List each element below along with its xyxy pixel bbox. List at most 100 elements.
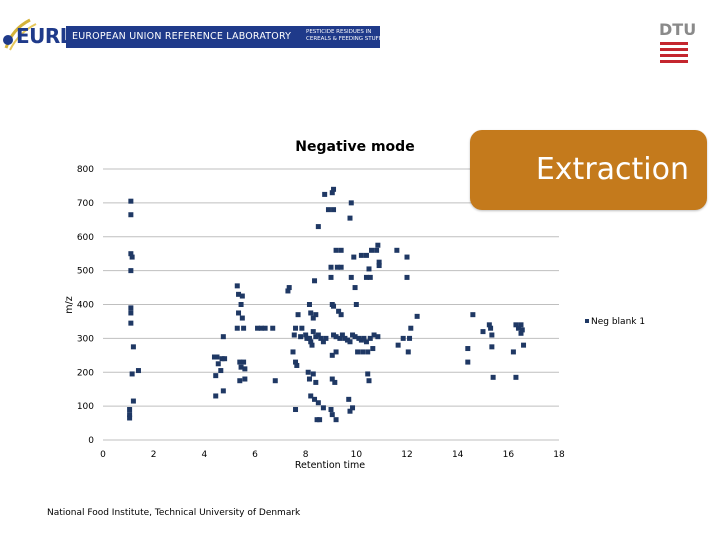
data-point: [358, 337, 364, 343]
banner-subtitle: PESTICIDE RESIDUES IN CEREALS & FEEDING …: [306, 29, 382, 43]
data-point: [518, 322, 524, 328]
data-point: [350, 405, 356, 411]
data-point: [128, 198, 134, 204]
data-point: [303, 332, 309, 338]
data-point: [317, 417, 323, 423]
data-point: [258, 325, 264, 331]
data-point: [486, 322, 492, 328]
data-point: [313, 312, 319, 318]
data-point: [304, 335, 310, 341]
data-point: [310, 371, 316, 377]
data-point: [331, 303, 337, 309]
data-point: [310, 329, 316, 335]
data-point: [344, 337, 350, 343]
banner-subtitle-line2: CEREALS & FEEDING STUFF: [306, 36, 383, 42]
data-point: [465, 346, 471, 352]
data-point: [361, 335, 367, 341]
dtu-logo: DTU: [654, 14, 696, 66]
data-point: [331, 186, 337, 192]
data-point: [336, 308, 342, 314]
data-point: [312, 278, 318, 284]
x-tick-label: 16: [503, 450, 515, 460]
x-tick-label: 18: [553, 450, 565, 460]
data-point: [315, 400, 321, 406]
data-point: [306, 376, 312, 382]
data-point: [318, 335, 324, 341]
data-point: [347, 339, 353, 345]
data-point: [328, 264, 334, 270]
data-point: [305, 369, 311, 375]
data-point: [369, 247, 375, 253]
data-point: [237, 359, 243, 365]
data-point: [215, 361, 221, 367]
y-tick-label: 300: [77, 334, 94, 344]
data-point: [312, 396, 318, 402]
data-point: [370, 346, 376, 352]
data-point: [128, 320, 134, 326]
data-point: [315, 332, 321, 338]
data-point: [329, 412, 335, 418]
banner-strip: EUROPEAN UNION REFERENCE LABORATORY PEST…: [66, 26, 382, 48]
data-point: [366, 378, 372, 384]
data-point: [308, 339, 314, 345]
x-tick-label: 2: [151, 450, 157, 460]
data-point: [293, 407, 299, 413]
data-point: [238, 364, 244, 370]
y-tick-label: 100: [77, 402, 94, 412]
banner-title: EUROPEAN UNION REFERENCE LABORATORY: [72, 31, 292, 42]
data-point: [363, 274, 369, 280]
data-point: [338, 247, 344, 253]
data-point: [329, 352, 335, 358]
data-point: [375, 334, 381, 340]
data-point: [222, 356, 228, 362]
x-tick-label: 8: [303, 450, 309, 460]
data-point: [130, 344, 136, 350]
data-point: [129, 371, 135, 377]
y-tick-label: 600: [77, 233, 94, 243]
y-tick-label: 800: [77, 165, 94, 175]
y-axis-label: m/z: [64, 296, 75, 313]
y-tick-label: 700: [77, 199, 94, 209]
eurl-logo: EURL: [0, 18, 73, 54]
data-point: [371, 332, 377, 338]
data-point: [328, 407, 334, 413]
data-point: [404, 274, 410, 280]
data-point: [510, 349, 516, 355]
data-point: [314, 417, 320, 423]
data-point: [365, 349, 371, 355]
data-point: [237, 378, 243, 384]
x-tick-label: 6: [252, 450, 258, 460]
data-point: [367, 335, 373, 341]
data-point: [347, 408, 353, 414]
data-point: [490, 374, 496, 380]
x-tick-label: 10: [351, 450, 363, 460]
data-point: [339, 332, 345, 338]
data-point: [515, 325, 521, 331]
data-point: [272, 378, 278, 384]
data-point: [328, 274, 334, 280]
x-axis-ticks: 0 2 4 6 8 10 12 14 16 18: [100, 450, 565, 460]
data-point: [358, 252, 364, 258]
data-point: [395, 342, 401, 348]
data-point: [234, 325, 240, 331]
data-point: [333, 334, 339, 340]
data-point: [238, 302, 244, 307]
chart-title: Negative mode: [295, 139, 414, 155]
data-point: [338, 264, 344, 270]
data-point: [405, 349, 411, 355]
data-point: [135, 368, 141, 374]
x-tick-label: 12: [401, 450, 412, 460]
data-point: [128, 268, 134, 274]
data-point: [513, 374, 519, 380]
data-point: [128, 305, 134, 311]
data-point: [404, 254, 410, 260]
data-point: [293, 359, 299, 365]
data-point: [242, 366, 248, 372]
data-point: [236, 291, 242, 297]
data-point: [351, 254, 357, 260]
data-point: [363, 339, 369, 345]
data-point: [366, 266, 372, 272]
data-point: [342, 335, 348, 341]
data-point: [367, 274, 373, 280]
data-point: [298, 334, 304, 340]
